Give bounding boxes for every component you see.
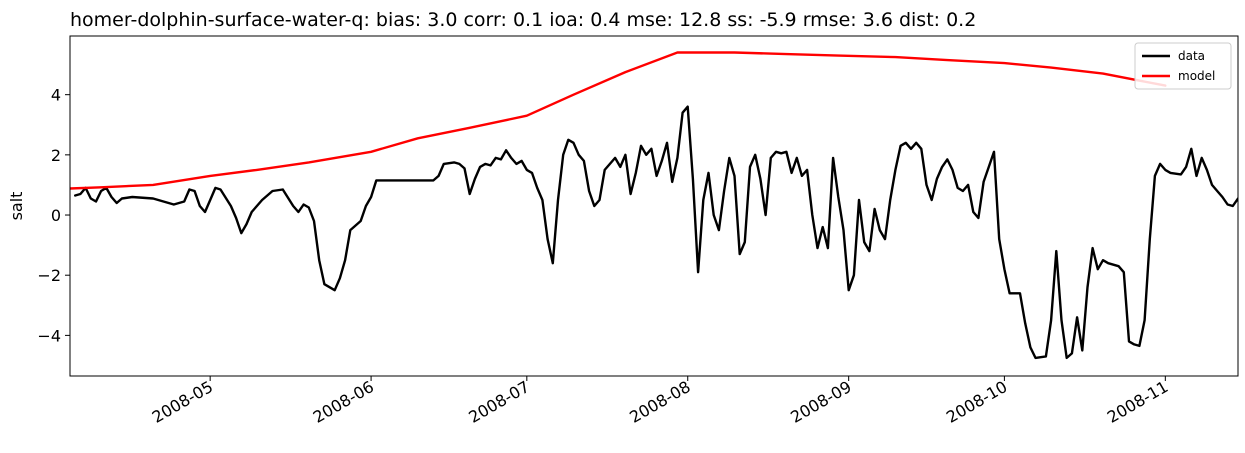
- chart-title: homer-dolphin-surface-water-q: bias: 3.0…: [70, 9, 976, 31]
- x-tick-label: 2008-05: [149, 377, 216, 427]
- x-tick-label: 2008-09: [787, 377, 854, 427]
- y-axis: −4 −2 0 2 4: [37, 86, 70, 345]
- y-tick-label: 2: [51, 146, 61, 165]
- x-tick-label: 2008-11: [1104, 377, 1171, 427]
- legend: data model: [1134, 42, 1232, 90]
- y-tick-label: 4: [51, 86, 61, 105]
- legend-label-model: model: [1178, 69, 1215, 83]
- y-axis-label: salt: [7, 192, 26, 221]
- x-axis: 2008-05 2008-06 2008-07 2008-08 2008-09 2008-…: [149, 376, 1171, 427]
- x-tick-label: 2008-07: [465, 377, 532, 427]
- y-tick-label: −4: [37, 326, 61, 345]
- x-tick-label: 2008-10: [943, 377, 1010, 427]
- series-line-model: [70, 51, 1167, 190]
- legend-label-data: data: [1178, 49, 1205, 63]
- series-layer: [70, 51, 1238, 360]
- y-tick-label: 0: [51, 206, 61, 225]
- legend-box: [1134, 42, 1232, 90]
- x-tick-label: 2008-08: [626, 377, 693, 427]
- series-line-data: [74, 105, 1238, 360]
- x-tick-label: 2008-06: [310, 377, 377, 427]
- plot-area: [69, 35, 1239, 377]
- plot-frame: [69, 35, 1239, 377]
- y-tick-label: −2: [37, 266, 61, 285]
